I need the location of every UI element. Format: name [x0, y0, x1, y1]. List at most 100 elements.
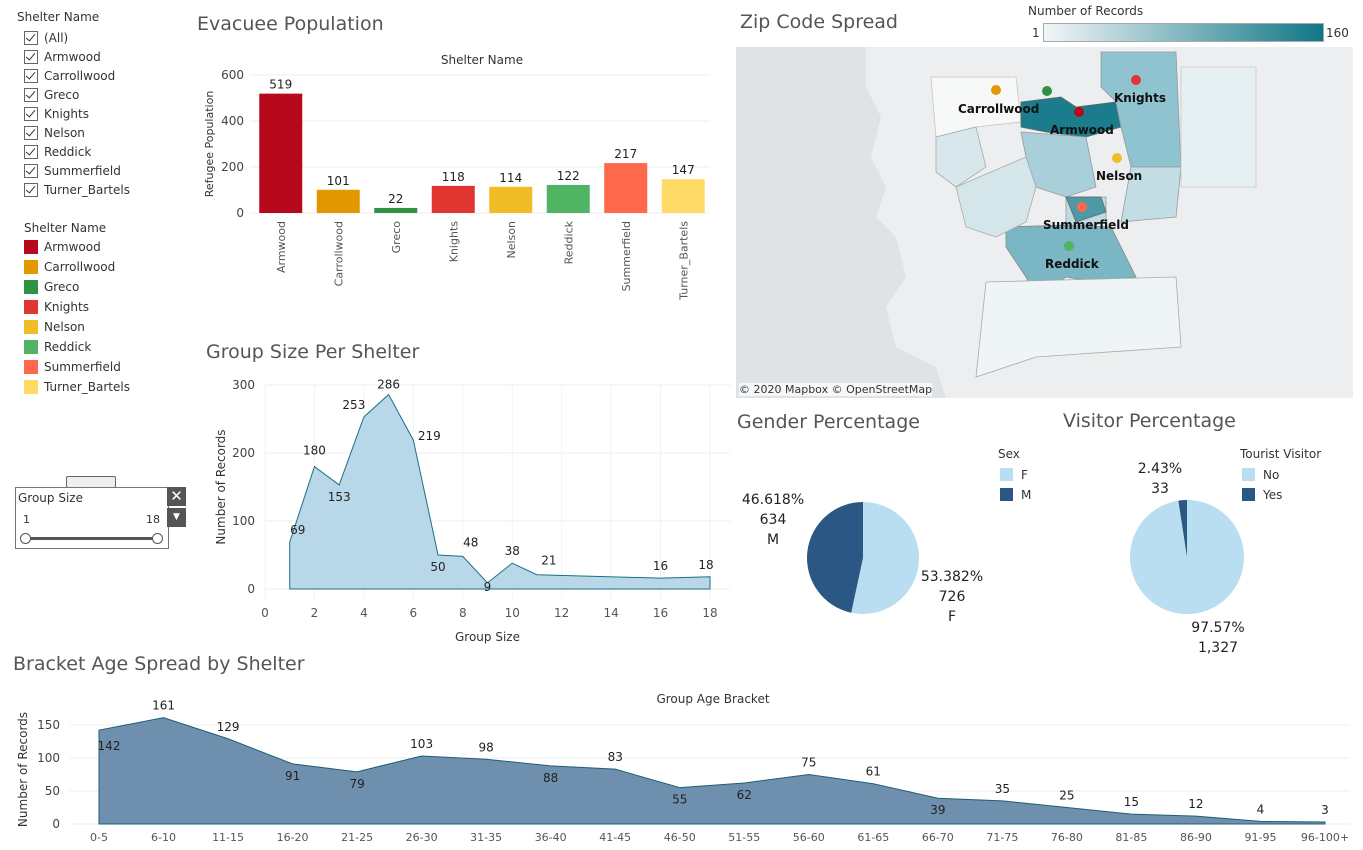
legend-item-armwood[interactable]: Armwood — [24, 239, 101, 255]
map-attribution: © 2020 Mapbox © OpenStreetMap — [739, 383, 933, 396]
filter-option-armwood[interactable]: Armwood — [24, 49, 101, 65]
bar-x-tick-label: Turner_Bartels — [677, 221, 690, 301]
age-bracket-area-chart: Group Age Bracket 0 50 100 150 142 0-5 161 6-10 1… — [16, 692, 1350, 844]
br-data-label: 3 — [1321, 803, 1329, 817]
bar-x-tick-label: Armwood — [275, 221, 288, 273]
visitor-legend-title: Tourist Visitor — [1239, 447, 1321, 461]
gender-data-label: 726 — [939, 589, 966, 605]
filter-option-label: Summerfield — [44, 164, 121, 178]
gs-data-label: 38 — [505, 544, 520, 558]
legend-item-turner-bartels[interactable]: Turner_Bartels — [24, 379, 130, 395]
close-icon[interactable]: ✕ — [167, 487, 186, 506]
gender-legend-label: F — [1021, 468, 1028, 482]
legend-item-nelson[interactable]: Nelson — [24, 319, 85, 335]
bar-y-axis-label: Refugee Population — [203, 91, 216, 198]
br-x-tick-label: 91-95 — [1244, 831, 1276, 844]
checkbox-icon[interactable] — [24, 88, 38, 102]
legend-label: Reddick — [44, 340, 92, 354]
gender-legend-label: M — [1021, 488, 1031, 502]
br-x-tick-label: 26-30 — [406, 831, 438, 844]
bar-greco — [374, 207, 418, 213]
filter-option-knights[interactable]: Knights — [24, 106, 89, 122]
gender-data-label: 46.618% — [742, 492, 804, 508]
legend-label: Greco — [44, 280, 80, 294]
legend-item-reddick[interactable]: Reddick — [24, 339, 91, 355]
bar-data-label: 101 — [327, 174, 350, 188]
gs-data-label: 18 — [698, 558, 713, 572]
zip-region-south — [975, 276, 1182, 378]
checkbox-icon[interactable] — [24, 31, 38, 45]
br-x-tick-label: 96-100+ — [1301, 831, 1349, 844]
br-data-label: 25 — [1059, 788, 1074, 802]
bracket-chart-header: Group Age Bracket — [656, 692, 769, 706]
checkbox-icon[interactable] — [24, 164, 38, 178]
gs-data-label: 48 — [463, 535, 478, 549]
map-marker-nelson — [1112, 153, 1122, 163]
legend-label: Knights — [44, 300, 89, 314]
checkbox-icon[interactable] — [24, 126, 38, 140]
zip-code-map[interactable]: Carrollwood Knights Armwood Nelson Summerfie… — [736, 47, 1353, 398]
chevron-down-icon[interactable]: ▼ — [167, 508, 186, 527]
map-legend-max: 160 — [1326, 26, 1349, 40]
br-x-tick-label: 11-15 — [212, 831, 244, 844]
legend-item-carrollwood[interactable]: Carrollwood — [24, 259, 115, 275]
legend-item-summerfield[interactable]: Summerfield — [24, 359, 121, 375]
br-x-tick-label: 56-60 — [793, 831, 825, 844]
gs-data-label: 69 — [290, 523, 305, 537]
filter-option-label: Reddick — [44, 145, 92, 159]
legend-label: Turner_Bartels — [44, 380, 130, 394]
gs-x-tick-label: 12 — [554, 606, 569, 620]
gender-slice-m — [807, 502, 863, 613]
checkbox-icon[interactable] — [24, 107, 38, 121]
legend-label: Summerfield — [44, 360, 121, 374]
legend-item-knights[interactable]: Knights — [24, 299, 89, 315]
slider-track[interactable] — [25, 537, 157, 540]
filter-option-all[interactable]: (All) — [24, 30, 68, 46]
visitor-legend-label: Yes — [1262, 488, 1282, 502]
bar-x-tick-label: Carrollwood — [332, 221, 345, 286]
br-data-label: 98 — [479, 740, 494, 754]
gs-x-tick-label: 14 — [603, 606, 618, 620]
map-label-reddick: Reddick — [1045, 257, 1100, 271]
legend-swatch — [24, 340, 38, 354]
filter-option-carrollwood[interactable]: Carrollwood — [24, 68, 115, 84]
bar-y-tick-label: 0 — [236, 206, 244, 220]
gender-data-label: M — [767, 532, 779, 548]
bar-data-label: 114 — [499, 171, 522, 185]
filter-option-reddick[interactable]: Reddick — [24, 144, 91, 160]
br-x-tick-label: 36-40 — [535, 831, 567, 844]
slider-min-thumb[interactable] — [20, 533, 31, 544]
filter-option-summerfield[interactable]: Summerfield — [24, 163, 121, 179]
group-size-slider-card: Group Size 1 18 — [15, 487, 169, 549]
legend-swatch — [24, 280, 38, 294]
legend-item-greco[interactable]: Greco — [24, 279, 79, 295]
group-size-title: Group Size Per Shelter — [206, 341, 420, 363]
checkbox-icon[interactable] — [24, 145, 38, 159]
gs-y-tick-label: 300 — [232, 378, 255, 392]
filter-option-label: Nelson — [44, 126, 85, 140]
gs-x-axis-label: Group Size — [455, 630, 520, 644]
gender-title: Gender Percentage — [737, 411, 920, 433]
bar-knights — [431, 185, 475, 213]
bar-y-tick-label: 400 — [221, 114, 244, 128]
br-y-tick-label: 0 — [52, 817, 60, 831]
slider-max-thumb[interactable] — [152, 533, 163, 544]
legend-label: Armwood — [44, 240, 101, 254]
map-label-armwood: Armwood — [1050, 123, 1114, 137]
zip-region-knights — [1100, 51, 1182, 168]
checkbox-icon[interactable] — [24, 69, 38, 83]
filter-option-nelson[interactable]: Nelson — [24, 125, 85, 141]
legend-swatch — [24, 240, 38, 254]
filter-option-turner-bartels[interactable]: Turner_Bartels — [24, 182, 130, 198]
shelter-filter-title: Shelter Name — [17, 10, 100, 24]
filter-option-label: Knights — [44, 107, 89, 121]
visitor-title: Visitor Percentage — [1063, 410, 1236, 432]
map-label-knights: Knights — [1114, 91, 1166, 105]
checkbox-icon[interactable] — [24, 183, 38, 197]
bar-nelson — [489, 186, 533, 213]
filter-option-greco[interactable]: Greco — [24, 87, 79, 103]
br-data-label: 83 — [608, 750, 623, 764]
checkbox-icon[interactable] — [24, 50, 38, 64]
legend-swatch — [24, 300, 38, 314]
bar-data-label: 118 — [442, 170, 465, 184]
